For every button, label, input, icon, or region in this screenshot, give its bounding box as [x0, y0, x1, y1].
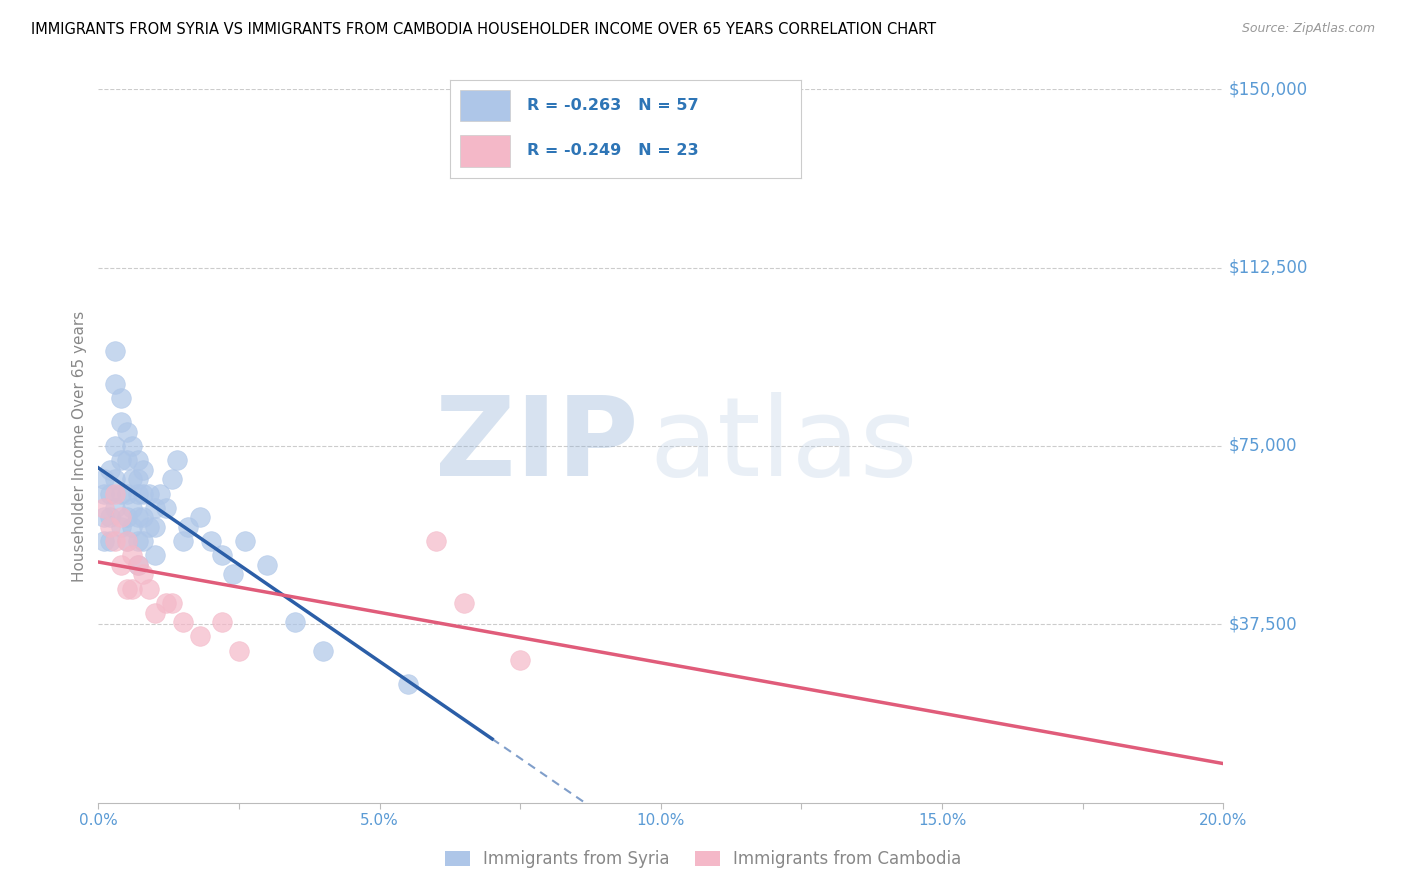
Point — [98, 486, 121, 500]
Point — [121, 582, 143, 596]
Point — [110, 392, 132, 406]
Point — [121, 439, 143, 453]
Point — [127, 558, 149, 572]
Point — [160, 596, 183, 610]
Point — [188, 510, 211, 524]
Point — [127, 472, 149, 486]
Point — [127, 558, 149, 572]
Point — [200, 534, 222, 549]
Point — [110, 510, 132, 524]
Point — [98, 510, 121, 524]
Point — [110, 520, 132, 534]
Point — [104, 343, 127, 358]
Point — [138, 520, 160, 534]
FancyBboxPatch shape — [461, 90, 510, 121]
Point — [127, 510, 149, 524]
Point — [121, 549, 143, 563]
Text: $150,000: $150,000 — [1229, 80, 1308, 98]
Point — [115, 582, 138, 596]
Point — [110, 558, 132, 572]
Point — [93, 534, 115, 549]
Point — [104, 439, 127, 453]
Point — [143, 606, 166, 620]
Text: $75,000: $75,000 — [1229, 437, 1298, 455]
Point — [143, 549, 166, 563]
Point — [104, 472, 127, 486]
Point — [127, 534, 149, 549]
Text: R = -0.263   N = 57: R = -0.263 N = 57 — [527, 98, 699, 113]
Point — [104, 486, 127, 500]
Point — [188, 629, 211, 643]
Point — [132, 567, 155, 582]
Text: R = -0.249   N = 23: R = -0.249 N = 23 — [527, 144, 699, 159]
Point — [256, 558, 278, 572]
Y-axis label: Householder Income Over 65 years: Householder Income Over 65 years — [72, 310, 87, 582]
Point — [138, 486, 160, 500]
Text: $37,500: $37,500 — [1229, 615, 1298, 633]
Point — [93, 500, 115, 515]
Point — [284, 615, 307, 629]
Point — [127, 486, 149, 500]
Legend: Immigrants from Syria, Immigrants from Cambodia: Immigrants from Syria, Immigrants from C… — [439, 844, 967, 875]
Point — [115, 510, 138, 524]
Point — [115, 425, 138, 439]
Point — [425, 534, 447, 549]
Point — [132, 534, 155, 549]
Point — [104, 500, 127, 515]
Point — [172, 534, 194, 549]
Text: IMMIGRANTS FROM SYRIA VS IMMIGRANTS FROM CAMBODIA HOUSEHOLDER INCOME OVER 65 YEA: IMMIGRANTS FROM SYRIA VS IMMIGRANTS FROM… — [31, 22, 936, 37]
Point — [104, 377, 127, 392]
Point — [453, 596, 475, 610]
Point — [115, 486, 138, 500]
Point — [155, 500, 177, 515]
Text: Source: ZipAtlas.com: Source: ZipAtlas.com — [1241, 22, 1375, 36]
FancyBboxPatch shape — [461, 136, 510, 167]
Point — [132, 510, 155, 524]
Point — [233, 534, 256, 549]
Point — [98, 463, 121, 477]
Point — [396, 677, 419, 691]
Point — [509, 653, 531, 667]
Point — [98, 520, 121, 534]
Point — [143, 520, 166, 534]
Point — [160, 472, 183, 486]
Point — [177, 520, 200, 534]
Point — [312, 643, 335, 657]
Point — [222, 567, 245, 582]
Point — [115, 453, 138, 467]
Point — [110, 453, 132, 467]
Point — [211, 615, 233, 629]
Point — [143, 500, 166, 515]
Point — [211, 549, 233, 563]
Point — [115, 534, 138, 549]
Point — [138, 582, 160, 596]
Point — [166, 453, 188, 467]
Point — [149, 486, 172, 500]
Point — [93, 510, 115, 524]
Text: atlas: atlas — [650, 392, 918, 500]
Point — [98, 534, 121, 549]
Point — [121, 520, 143, 534]
Point — [115, 534, 138, 549]
Point — [121, 500, 143, 515]
Point — [127, 453, 149, 467]
Point — [132, 486, 155, 500]
Text: $112,500: $112,500 — [1229, 259, 1308, 277]
Text: ZIP: ZIP — [434, 392, 638, 500]
Point — [132, 463, 155, 477]
Point — [93, 486, 115, 500]
Point — [172, 615, 194, 629]
Point — [104, 534, 127, 549]
Point — [155, 596, 177, 610]
Point — [228, 643, 250, 657]
Point — [110, 415, 132, 429]
Point — [93, 472, 115, 486]
Point — [121, 472, 143, 486]
Point — [110, 486, 132, 500]
